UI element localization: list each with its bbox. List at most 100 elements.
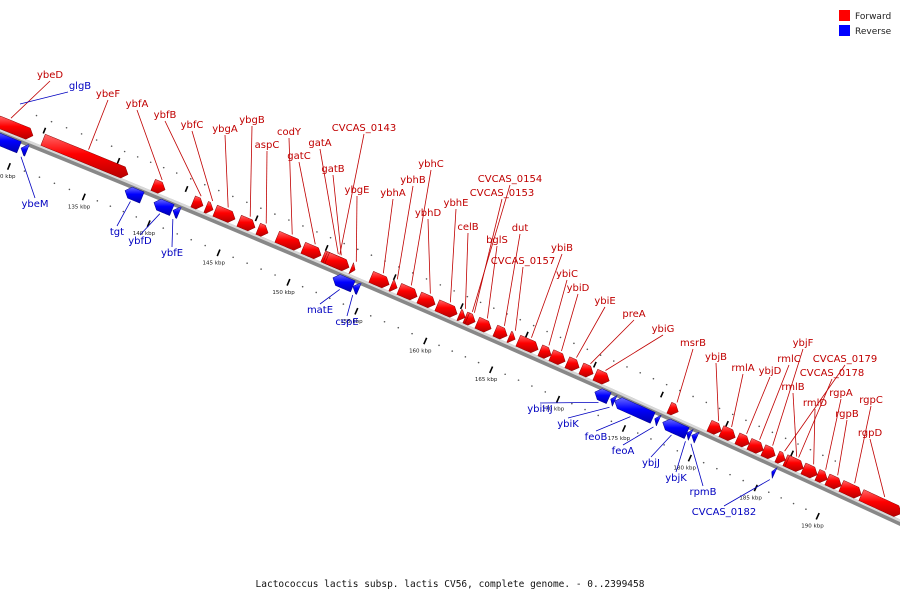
label-leader — [355, 195, 358, 262]
gene-ybjK[interactable] — [686, 428, 694, 442]
gene-ybiHJ[interactable] — [594, 388, 612, 405]
gene-label: ybiG — [652, 324, 675, 335]
minor-tick — [136, 156, 139, 158]
minor-tick — [544, 391, 547, 393]
tick-mark — [286, 278, 291, 286]
minor-tick — [493, 307, 495, 309]
gene-feoB[interactable] — [614, 397, 656, 424]
minor-tick — [50, 120, 53, 123]
label-leader — [561, 293, 579, 352]
gene-label: ybhB — [400, 175, 426, 186]
gene-ybgB[interactable] — [236, 214, 256, 232]
minor-tick — [95, 139, 98, 141]
tick-label: 155 kbp — [340, 319, 363, 325]
gene-rpmB[interactable] — [691, 431, 700, 444]
gene-feoA[interactable] — [654, 414, 662, 427]
label-leader — [792, 392, 798, 457]
minor-tick — [162, 166, 165, 169]
axis-ticks: 130 kbp 135 kbp 140 kbp 145 kbp 150 kbp 155 k… — [0, 114, 837, 530]
minor-tick — [343, 242, 345, 245]
gene-rmlC[interactable] — [746, 438, 764, 454]
gene-celB[interactable] — [456, 309, 466, 322]
gene-rgpB[interactable] — [824, 473, 842, 490]
gene-label: ybeM — [21, 199, 48, 210]
gene-label: ybhD — [415, 208, 442, 219]
gene-ybjF[interactable] — [760, 444, 776, 460]
gene-rmlA[interactable] — [718, 425, 736, 441]
label-leader — [265, 150, 268, 224]
gene-rgpC[interactable] — [838, 480, 862, 499]
minor-tick — [731, 413, 734, 416]
gene-features — [0, 115, 900, 517]
gene-codY[interactable] — [274, 230, 302, 251]
gene-CVCAS_0182[interactable] — [771, 467, 778, 479]
minor-tick — [650, 438, 652, 440]
gene-msrB[interactable] — [666, 401, 679, 416]
gene-bglS[interactable] — [474, 316, 492, 333]
gene-ybhC[interactable] — [396, 283, 418, 301]
gene-label: cspE — [335, 317, 358, 328]
gene-CVCAS_0178[interactable] — [784, 455, 804, 472]
gene-label: CVCAS_0143 — [332, 123, 396, 134]
gene-ybhE[interactable] — [434, 299, 458, 318]
gene-ybfD[interactable] — [153, 198, 175, 216]
gene-ybiD[interactable] — [548, 349, 566, 365]
minor-tick — [274, 274, 276, 276]
gene-label: CVCAS_0154 — [478, 174, 542, 185]
gene-ybeF[interactable] — [40, 133, 129, 179]
gene-gatB[interactable] — [324, 252, 350, 272]
gene-ybfB[interactable] — [190, 195, 204, 210]
gene-ybfE[interactable] — [172, 206, 182, 219]
gene-ybfC[interactable] — [203, 201, 214, 214]
minor-tick — [232, 195, 234, 198]
gene-preA[interactable] — [578, 362, 594, 378]
minor-tick — [809, 448, 812, 451]
gene-CVCAS_0179[interactable] — [774, 450, 786, 464]
gene-glgB[interactable] — [0, 131, 22, 154]
minor-tick — [135, 216, 138, 218]
minor-tick — [705, 401, 708, 404]
minor-tick — [383, 320, 386, 323]
gene-gatC[interactable] — [300, 241, 322, 260]
gene-CVCAS_0157[interactable] — [506, 330, 516, 343]
gene-ybjD[interactable] — [734, 432, 750, 448]
gene-ybiG[interactable] — [592, 368, 610, 385]
minor-tick — [780, 497, 782, 499]
gene-aspC[interactable] — [255, 222, 269, 237]
gene-ybfA[interactable] — [150, 178, 166, 194]
gene-ybjB[interactable] — [706, 419, 722, 435]
minor-tick — [302, 225, 304, 227]
gene-label: rpmB — [689, 487, 716, 498]
gene-CVCAS_0153[interactable] — [464, 312, 476, 326]
gene-rgpA[interactable] — [814, 469, 828, 483]
minor-tick — [692, 395, 694, 398]
gene-ybiB[interactable] — [515, 334, 539, 354]
gene-tgt[interactable] — [124, 186, 145, 204]
gene-rgpD[interactable] — [858, 489, 900, 517]
minor-tick — [477, 361, 480, 364]
gene-ybgE[interactable] — [348, 261, 356, 275]
gene-label: rmlD — [803, 398, 827, 409]
label-leader — [487, 245, 498, 319]
tick-label: 130 kbp — [0, 174, 16, 180]
legend-forward-label: Forward — [855, 12, 891, 22]
gene-ybhA[interactable] — [368, 270, 390, 289]
gene-ybgA[interactable] — [212, 204, 236, 223]
minor-tick — [665, 383, 668, 386]
gene-ybiC[interactable] — [537, 344, 552, 359]
minor-tick — [53, 182, 56, 185]
gene-ybeM[interactable] — [20, 144, 30, 157]
label-leader — [515, 266, 524, 331]
minor-tick — [246, 262, 248, 264]
gene-ybiE[interactable] — [564, 356, 580, 372]
minor-tick — [559, 336, 562, 339]
gene-ybeD[interactable] — [0, 115, 34, 140]
gene-label: ybgB — [239, 115, 265, 126]
gene-dut[interactable] — [492, 324, 508, 340]
gene-cspE[interactable] — [352, 282, 362, 295]
minor-tick — [531, 385, 533, 387]
gene-ybhB[interactable] — [388, 279, 398, 292]
gene-rmlD[interactable] — [800, 462, 818, 479]
gene-ybhD[interactable] — [416, 291, 436, 309]
label-leader — [504, 233, 521, 326]
